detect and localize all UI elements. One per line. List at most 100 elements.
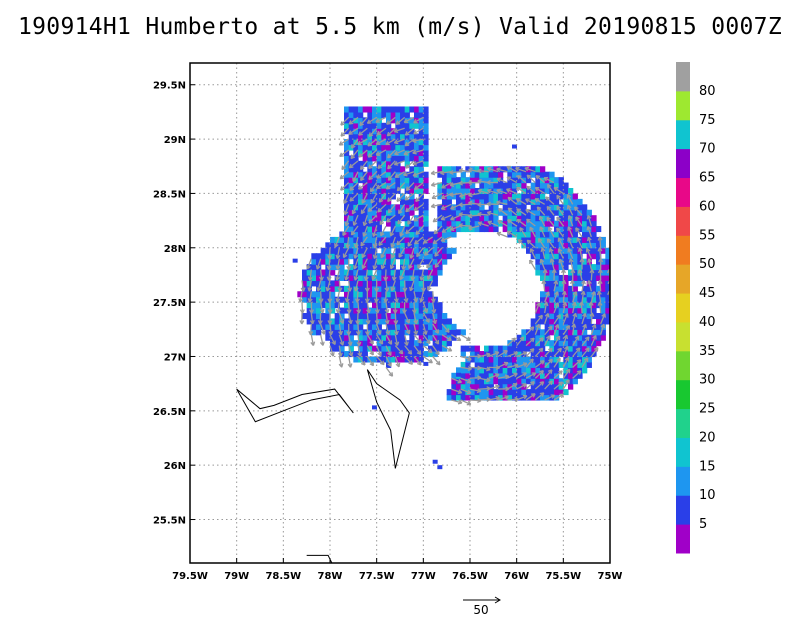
wind-cell xyxy=(404,177,410,184)
wind-cell xyxy=(474,372,480,379)
wind-vector-head xyxy=(344,276,347,281)
wind-cell xyxy=(591,340,597,347)
wind-cell xyxy=(400,323,406,330)
wind-cell xyxy=(484,193,490,200)
wind-cell xyxy=(554,389,560,396)
wind-cell xyxy=(414,198,420,205)
wind-cell xyxy=(600,318,606,325)
wind-vector-head xyxy=(478,221,483,224)
wind-cell xyxy=(605,313,610,320)
wind-vector-head xyxy=(541,247,546,252)
wind-cell xyxy=(563,231,569,238)
wind-cell xyxy=(544,296,550,303)
x-tick-label: 77W xyxy=(411,571,436,582)
wind-vector-head xyxy=(495,385,500,390)
wind-vector xyxy=(387,160,396,170)
wind-cell xyxy=(423,149,429,156)
wind-cell xyxy=(344,111,350,118)
wind-cell xyxy=(386,258,392,265)
wind-cell xyxy=(358,111,364,118)
wind-vector-head xyxy=(409,254,412,259)
wind-vector xyxy=(432,302,435,314)
wind-cell xyxy=(535,171,541,178)
wind-vector xyxy=(394,312,397,325)
wind-cell xyxy=(507,378,513,385)
wind-cell xyxy=(544,280,550,287)
wind-vector xyxy=(416,247,424,257)
wind-cell xyxy=(563,340,569,347)
wind-cell xyxy=(437,253,443,260)
wind-cell xyxy=(484,182,490,189)
x-tick-label: 75.5W xyxy=(545,571,581,582)
wind-cell xyxy=(432,274,438,281)
wind-vector xyxy=(590,324,596,335)
wind-cell xyxy=(362,106,368,113)
wind-vector xyxy=(310,334,315,346)
wind-cell xyxy=(474,394,480,401)
wind-cell xyxy=(339,323,345,330)
wind-vector-head xyxy=(434,263,437,268)
wind-vector xyxy=(572,359,582,368)
wind-cell xyxy=(386,236,392,243)
wind-cell xyxy=(437,340,443,347)
wind-vector xyxy=(534,360,545,368)
wind-cell xyxy=(488,198,494,205)
wind-cell xyxy=(386,296,392,303)
colorbar-label: 35 xyxy=(699,344,716,359)
wind-vector-head xyxy=(508,196,513,199)
wind-cell xyxy=(502,356,508,363)
wind-vector-head xyxy=(362,232,365,237)
wind-cell xyxy=(470,389,476,396)
wind-cell xyxy=(339,269,345,276)
wind-cell xyxy=(460,345,466,352)
wind-cell xyxy=(381,318,387,325)
wind-vector xyxy=(567,226,574,238)
wind-vector-head xyxy=(588,236,592,241)
wind-cell xyxy=(381,182,387,189)
wind-cell xyxy=(311,269,317,276)
wind-cell xyxy=(600,285,606,292)
wind-cell xyxy=(572,247,578,254)
wind-cell xyxy=(353,144,359,151)
wind-cell xyxy=(414,122,420,129)
wind-cell xyxy=(432,236,438,243)
wind-cell xyxy=(390,106,396,113)
wind-vector xyxy=(553,393,564,401)
wind-cell xyxy=(544,198,550,205)
wind-cell xyxy=(404,351,410,358)
wind-cell xyxy=(479,166,485,173)
wind-vector-head xyxy=(391,276,395,281)
wind-cell xyxy=(530,361,536,368)
wind-vector xyxy=(441,203,452,210)
wind-cell xyxy=(535,334,541,341)
wind-cell xyxy=(358,220,364,227)
wind-cell xyxy=(372,313,378,320)
wind-cell xyxy=(423,323,429,330)
wind-cell xyxy=(563,247,569,254)
wind-vector xyxy=(516,198,527,205)
wind-cell xyxy=(530,182,536,189)
wind-vector-head xyxy=(348,130,352,135)
wind-cell xyxy=(549,302,555,309)
wind-cell xyxy=(414,285,420,292)
wind-cell xyxy=(582,361,588,368)
wind-vector-head xyxy=(413,298,417,303)
wind-vector-head xyxy=(600,258,604,263)
wind-vector xyxy=(404,345,413,355)
wind-cell xyxy=(376,264,382,271)
wind-vector-head xyxy=(416,352,421,355)
wind-cell xyxy=(586,242,592,249)
wind-cell xyxy=(372,166,378,173)
wind-vector xyxy=(396,236,406,246)
wind-vector xyxy=(487,167,499,173)
wind-vector-head xyxy=(346,309,350,314)
wind-vector-head xyxy=(298,298,301,303)
wind-cell xyxy=(414,264,420,271)
wind-cell xyxy=(358,128,364,135)
wind-cell xyxy=(530,209,536,216)
wind-cell xyxy=(395,204,401,211)
wind-cell xyxy=(358,188,364,195)
wind-vector xyxy=(353,258,359,270)
wind-vector-head xyxy=(498,207,503,210)
wind-cell xyxy=(488,367,494,374)
